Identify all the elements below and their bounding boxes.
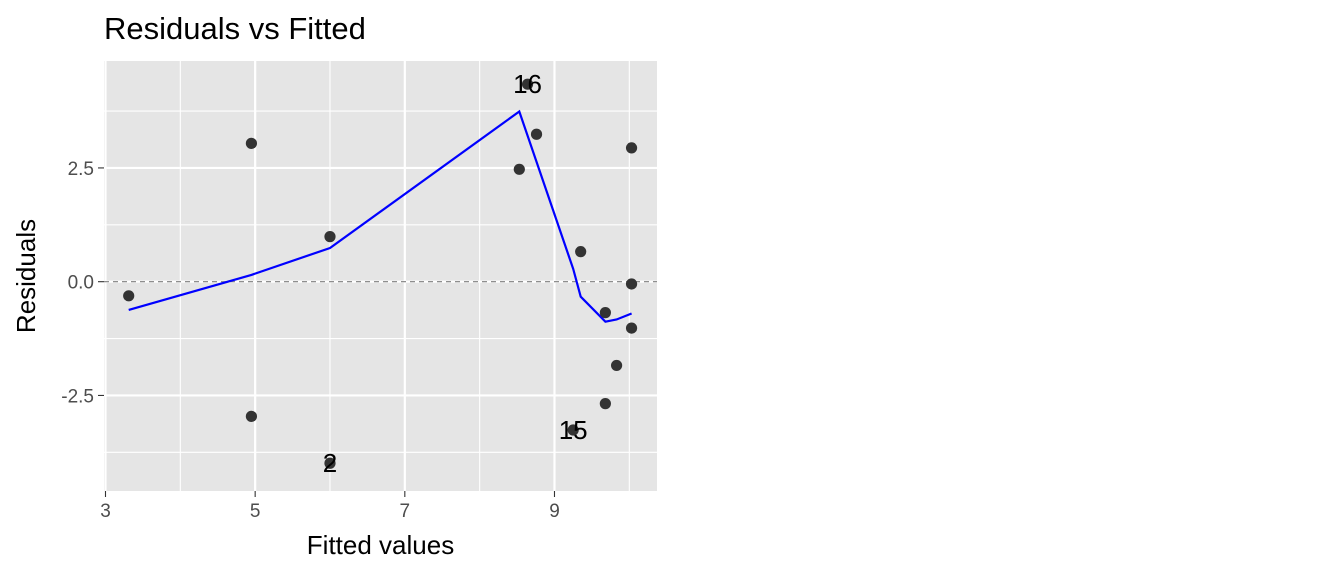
data-point [521,78,534,90]
data-point [599,398,611,410]
y-axis: -2.5 0.0 2.5 [61,159,104,407]
data-point [625,142,638,154]
data-point [625,278,638,290]
point-label-15: 15 [559,415,588,445]
x-tick-label: 5 [250,501,261,522]
outlier-labels: 2 16 15 [323,69,588,478]
data-point [245,137,258,149]
x-axis: 3 5 7 9 [100,491,560,522]
x-axis-title: Fitted values [307,530,454,560]
x-tick-label: 3 [100,501,111,522]
point-label-16: 16 [513,69,542,99]
y-tick-label: 0.0 [68,273,94,294]
data-point [610,359,623,372]
data-point [599,307,611,319]
residual-points [123,78,638,469]
data-point [123,290,135,302]
y-tick-label: -2.5 [61,386,94,407]
data-point [625,322,638,334]
x-tick-label: 7 [400,501,411,522]
point-label-2: 2 [323,448,337,478]
y-axis-title: Residuals [11,219,41,333]
data-point [324,457,336,469]
minor-gridlines [104,61,657,491]
data-point [530,128,543,140]
y-tick-label: 2.5 [68,159,94,180]
data-point [575,246,587,258]
chart-title: Residuals vs Fitted [104,11,366,46]
x-tick-label: 9 [549,501,560,522]
data-point [324,231,336,243]
data-point [513,163,525,175]
smooth-trend-line [128,109,633,323]
data-point [245,410,258,422]
plot-panel [104,61,657,491]
data-point [567,424,579,436]
